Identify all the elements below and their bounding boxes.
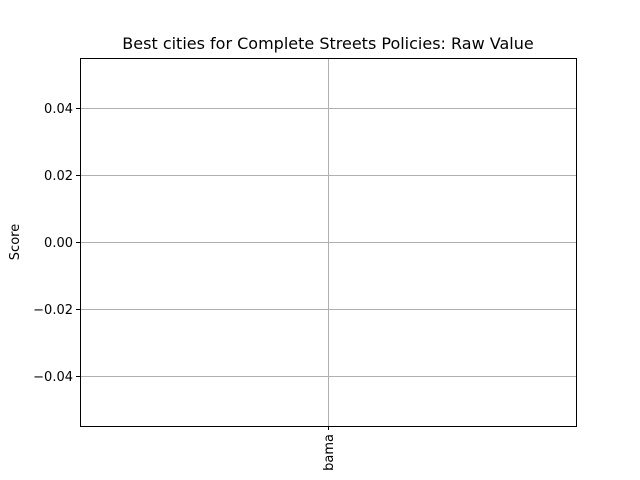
y-tick-label: −0.02 — [33, 303, 73, 318]
ticks-layer: −0.04 −0.02 0.00 0.02 0.04 bama — [33, 102, 337, 471]
grid-layer — [80, 58, 576, 426]
y-axis-label: Score — [8, 224, 23, 260]
y-tick-label: 0.00 — [44, 236, 73, 251]
y-tick-label: 0.04 — [44, 102, 73, 117]
x-tick-label: bama — [322, 434, 337, 471]
chart-title: Best cities for Complete Streets Policie… — [122, 34, 533, 53]
y-tick-label: 0.02 — [44, 169, 73, 184]
y-tick-label: −0.04 — [33, 370, 73, 385]
